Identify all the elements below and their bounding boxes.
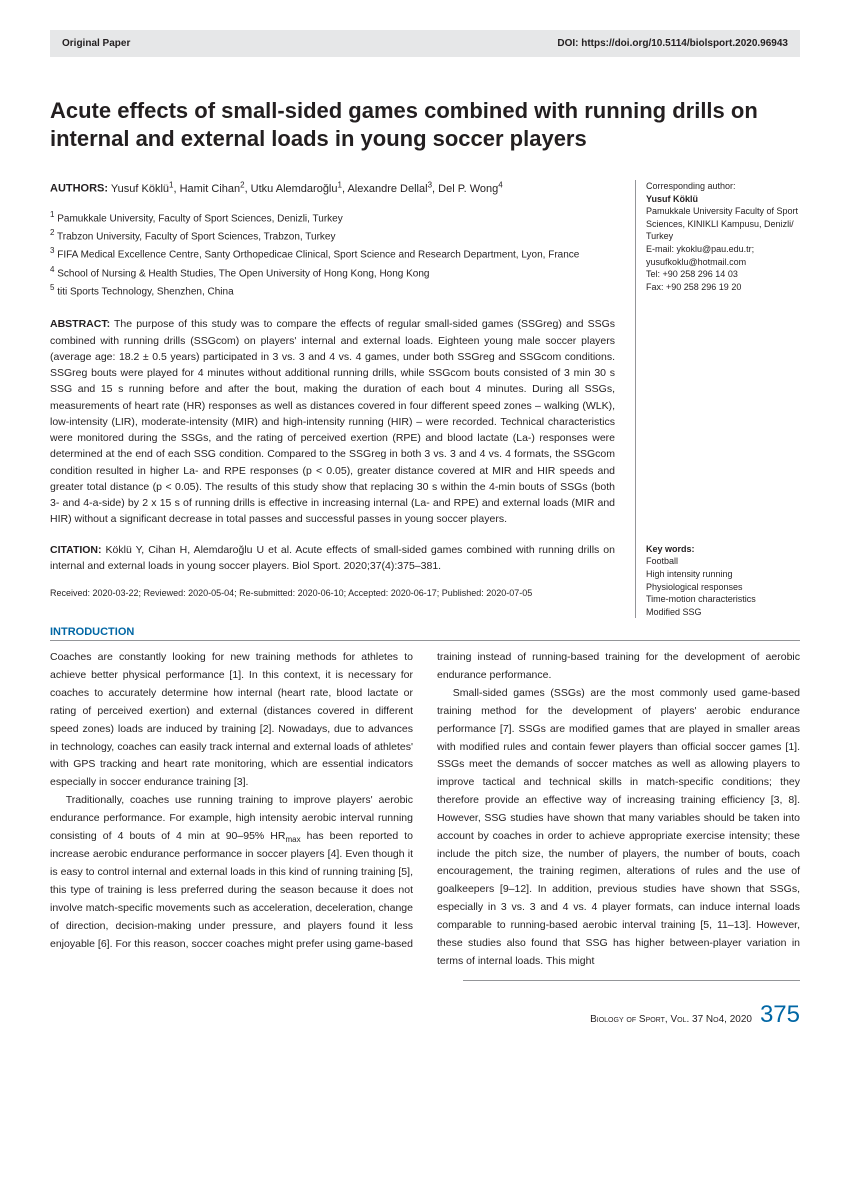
corresponding-author: Corresponding author: Yusuf Köklü Pamukk… [646, 180, 800, 293]
citation-label: CITATION: [50, 544, 102, 556]
section-heading-introduction: INTRODUCTION [50, 626, 800, 641]
corr-email: E-mail: ykoklu@pau.edu.tr; yusufkoklu@ho… [646, 243, 800, 268]
corr-address: Pamukkale University Faculty of Sport Sc… [646, 205, 800, 243]
authors-names: Yusuf Köklü1, Hamit Cihan2, Utku Alemdar… [111, 183, 503, 195]
abstract: ABSTRACT: The purpose of this study was … [50, 316, 615, 527]
body-paragraph: Coaches are constantly looking for new t… [50, 649, 413, 792]
corr-fax: Fax: +90 258 296 19 20 [646, 281, 800, 294]
paper-type: Original Paper [62, 38, 130, 49]
page-number: 375 [760, 1001, 800, 1029]
keywords-label: Key words: [646, 544, 695, 554]
keywords: Key words: FootballHigh intensity runnin… [646, 543, 800, 619]
authors-line: AUTHORS: Yusuf Köklü1, Hamit Cihan2, Utk… [50, 180, 615, 195]
citation: CITATION: Köklü Y, Cihan H, Alemdaroğlu … [50, 542, 615, 575]
sidebar: Corresponding author: Yusuf Köklü Pamukk… [635, 180, 800, 618]
footer-rule [463, 980, 801, 981]
body-paragraph: Small-sided games (SSGs) are the most co… [437, 685, 800, 971]
corr-tel: Tel: +90 258 296 14 03 [646, 268, 800, 281]
authors-block: AUTHORS: Yusuf Köklü1, Hamit Cihan2, Utk… [50, 180, 800, 618]
keywords-list: FootballHigh intensity runningPhysiologi… [646, 555, 800, 618]
header-bar: Original Paper DOI: https://doi.org/10.5… [50, 30, 800, 57]
corr-label: Corresponding author: [646, 180, 800, 193]
authors-label: AUTHORS: [50, 183, 108, 195]
body-text: Coaches are constantly looking for new t… [50, 649, 800, 970]
abstract-label: ABSTRACT: [50, 318, 110, 330]
corr-name: Yusuf Köklü [646, 194, 698, 204]
affiliations: 1 Pamukkale University, Faculty of Sport… [50, 209, 615, 301]
article-title: Acute effects of small-sided games combi… [50, 97, 800, 152]
footer: Biology of Sport, Vol. 37 No4, 2020 375 [50, 1001, 800, 1029]
abstract-text: The purpose of this study was to compare… [50, 318, 615, 525]
publication-dates: Received: 2020-03-22; Reviewed: 2020-05-… [50, 588, 615, 598]
journal-name: Biology of Sport, Vol. 37 No4, 2020 [590, 1014, 752, 1025]
doi: DOI: https://doi.org/10.5114/biolsport.2… [557, 38, 788, 49]
citation-text: Köklü Y, Cihan H, Alemdaroğlu U et al. A… [50, 544, 615, 572]
